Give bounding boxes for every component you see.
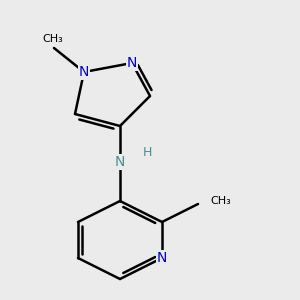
Text: CH₃: CH₃	[42, 34, 63, 44]
Text: CH₃: CH₃	[210, 196, 231, 206]
Text: N: N	[157, 251, 167, 265]
Text: N: N	[127, 56, 137, 70]
Text: N: N	[79, 65, 89, 79]
Text: H: H	[142, 146, 152, 160]
Text: N: N	[115, 155, 125, 169]
